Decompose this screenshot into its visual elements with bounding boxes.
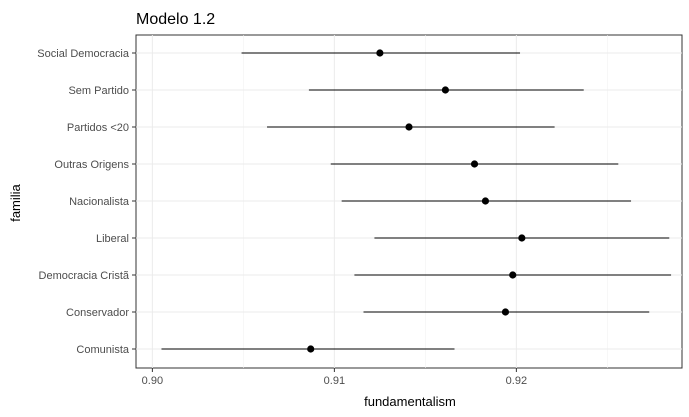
point-estimate bbox=[470, 160, 479, 168]
x-axis: 0.90 0.91 0.92 bbox=[142, 368, 527, 387]
y-tick-label: Partidos <20 bbox=[67, 122, 129, 134]
point-estimate bbox=[307, 345, 315, 353]
x-axis-title: fundamentalism bbox=[364, 394, 456, 409]
point-estimate bbox=[405, 123, 413, 131]
y-axis-title: familia bbox=[8, 183, 23, 221]
y-tick-label: Comunista bbox=[76, 344, 129, 356]
point-estimate bbox=[441, 86, 449, 94]
point-estimate bbox=[518, 234, 526, 242]
y-tick-label: Outras Origens bbox=[54, 159, 129, 171]
point-estimate bbox=[481, 197, 490, 205]
x-tick-label: 0.92 bbox=[506, 375, 527, 387]
y-tick-label: Social Democracia bbox=[37, 48, 130, 60]
chart-title: Modelo 1.2 bbox=[136, 11, 215, 28]
y-tick-label: Sem Partido bbox=[68, 85, 129, 97]
y-tick-label: Liberal bbox=[96, 233, 129, 245]
y-tick-label: Conservador bbox=[66, 307, 129, 319]
y-axis: Social Democracia Sem Partido Partidos <20… bbox=[37, 48, 136, 356]
x-tick-label: 0.91 bbox=[324, 375, 345, 387]
x-tick-label: 0.90 bbox=[142, 375, 163, 387]
point-estimate bbox=[376, 49, 384, 57]
point-estimate bbox=[501, 308, 510, 316]
point-estimate bbox=[509, 271, 517, 279]
y-tick-label: Democracia Cristã bbox=[39, 270, 130, 282]
y-tick-label: Nacionalista bbox=[69, 196, 130, 208]
data-marks bbox=[161, 49, 672, 353]
